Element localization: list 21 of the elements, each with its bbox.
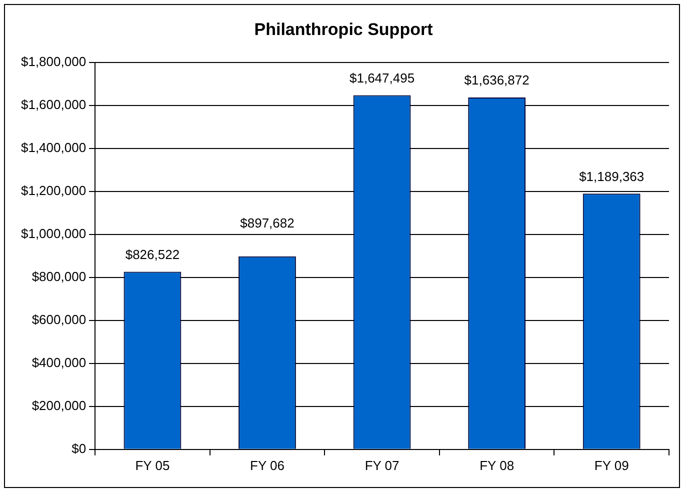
y-tick-label: $400,000 xyxy=(32,354,86,370)
x-tick-label: FY 06 xyxy=(250,458,284,473)
y-tick-label: $1,800,000 xyxy=(20,54,86,69)
x-tick-label: FY 07 xyxy=(364,458,400,473)
x-tick-label: FY 05 xyxy=(135,458,170,473)
data-label: $826,522 xyxy=(125,246,180,262)
data-label: $1,647,495 xyxy=(349,70,415,86)
y-tick-label: $1,600,000 xyxy=(20,96,86,112)
y-tick-label: $0 xyxy=(72,440,86,456)
y-tick-label: $200,000 xyxy=(32,398,86,413)
y-tick-label: $600,000 xyxy=(32,312,86,327)
x-tick-label: FY 08 xyxy=(480,458,514,473)
y-tick-label: $1,000,000 xyxy=(20,226,86,241)
data-label: $897,682 xyxy=(240,215,294,230)
y-tick-label: $1,200,000 xyxy=(20,182,86,198)
y-tick-label: $800,000 xyxy=(32,268,86,284)
data-label: $1,189,363 xyxy=(579,168,644,184)
chart-title: Philanthropic Support xyxy=(254,20,434,39)
y-tick-label: $1,400,000 xyxy=(20,140,86,155)
data-label: $1,636,872 xyxy=(464,72,530,88)
x-tick-label: FY 09 xyxy=(594,458,629,473)
